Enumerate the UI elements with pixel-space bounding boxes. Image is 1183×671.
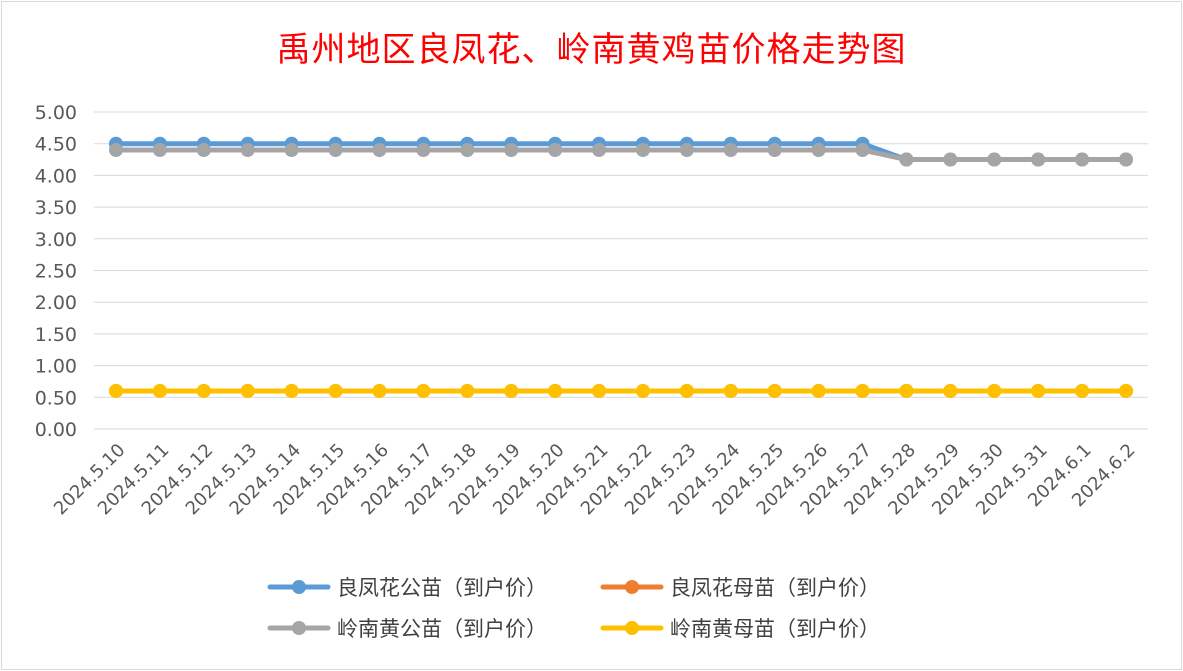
- data-point: [943, 152, 958, 167]
- legend-item: 良凤花母苗（到户价）: [600, 576, 880, 600]
- data-point: [592, 143, 607, 158]
- data-point: [152, 383, 167, 398]
- y-tick-label: 3.50: [35, 197, 77, 219]
- legend-label: 岭南黄公苗（到户价）: [337, 617, 547, 641]
- y-axis-ticks: 0.00 0.50 1.00 1.50 2.00 2.50 3.00 3.50 4.00 4.50…: [35, 102, 77, 441]
- series-line: [113, 147, 1129, 163]
- y-tick-label: 2.50: [35, 261, 77, 283]
- data-point: [855, 383, 870, 398]
- y-tick-label: 0.50: [35, 387, 77, 409]
- data-point: [679, 383, 694, 398]
- data-point: [1119, 152, 1133, 167]
- legend-swatch-marker: [625, 580, 639, 594]
- data-point: [416, 143, 431, 158]
- data-point: [240, 143, 255, 158]
- series-3: [109, 143, 1133, 167]
- data-point: [679, 143, 694, 158]
- data-point: [1075, 152, 1090, 167]
- data-point: [152, 143, 167, 158]
- y-tick-label: 0.00: [35, 419, 77, 441]
- y-tick-label: 5.00: [35, 102, 77, 124]
- data-point: [109, 383, 123, 398]
- y-tick-label: 1.50: [35, 324, 77, 346]
- data-point: [460, 143, 475, 158]
- data-point: [1031, 152, 1046, 167]
- data-point: [372, 383, 387, 398]
- x-axis-ticks: 2024.5.102024.5.112024.5.122024.5.132024…: [50, 440, 1140, 520]
- y-tick-label: 4.00: [35, 165, 77, 187]
- data-point: [811, 383, 826, 398]
- series-4: [109, 383, 1133, 398]
- data-point: [109, 143, 123, 158]
- data-point: [504, 383, 519, 398]
- data-point: [1119, 383, 1133, 398]
- data-point: [1031, 383, 1046, 398]
- y-tick-label: 3.00: [35, 229, 77, 251]
- legend-label: 良凤花公苗（到户价）: [337, 576, 547, 600]
- data-point: [196, 383, 211, 398]
- data-point: [284, 143, 299, 158]
- data-point: [328, 383, 343, 398]
- legend-item: 良凤花公苗（到户价）: [267, 576, 547, 600]
- y-tick-label: 4.50: [35, 134, 77, 156]
- data-point: [943, 383, 958, 398]
- data-point: [460, 383, 475, 398]
- data-point: [899, 383, 914, 398]
- data-point: [548, 143, 563, 158]
- y-tick-label: 2.00: [35, 292, 77, 314]
- series-layer: [109, 136, 1133, 398]
- legend-swatch-marker: [292, 621, 306, 635]
- legend-swatch-marker: [625, 621, 639, 635]
- data-point: [372, 143, 387, 158]
- data-point: [240, 383, 255, 398]
- data-point: [635, 383, 650, 398]
- data-point: [196, 143, 211, 158]
- legend-item: 岭南黄公苗（到户价）: [267, 617, 547, 641]
- data-point: [987, 383, 1002, 398]
- data-point: [328, 143, 343, 158]
- legend-label: 良凤花母苗（到户价）: [670, 576, 880, 600]
- data-point: [855, 143, 870, 158]
- data-point: [504, 143, 519, 158]
- legend-item: 岭南黄母苗（到户价）: [600, 617, 880, 641]
- y-tick-label: 1.00: [35, 356, 77, 378]
- data-point: [767, 143, 782, 158]
- data-point: [899, 152, 914, 167]
- data-point: [416, 383, 431, 398]
- data-point: [767, 383, 782, 398]
- legend-swatch-marker: [292, 580, 306, 594]
- data-point: [1075, 383, 1090, 398]
- data-point: [548, 383, 563, 398]
- legend: 良凤花公苗（到户价） 良凤花母苗（到户价） 岭南黄公苗（到户价） 岭南黄母苗（到户价）: [267, 576, 880, 641]
- data-point: [723, 143, 738, 158]
- chart-title: 禹州地区良凤花、岭南黄鸡苗价格走势图: [276, 30, 907, 70]
- data-point: [723, 383, 738, 398]
- data-point: [592, 383, 607, 398]
- legend-label: 岭南黄母苗（到户价）: [670, 617, 880, 641]
- data-point: [635, 143, 650, 158]
- data-point: [284, 383, 299, 398]
- data-point: [987, 152, 1002, 167]
- data-point: [811, 143, 826, 158]
